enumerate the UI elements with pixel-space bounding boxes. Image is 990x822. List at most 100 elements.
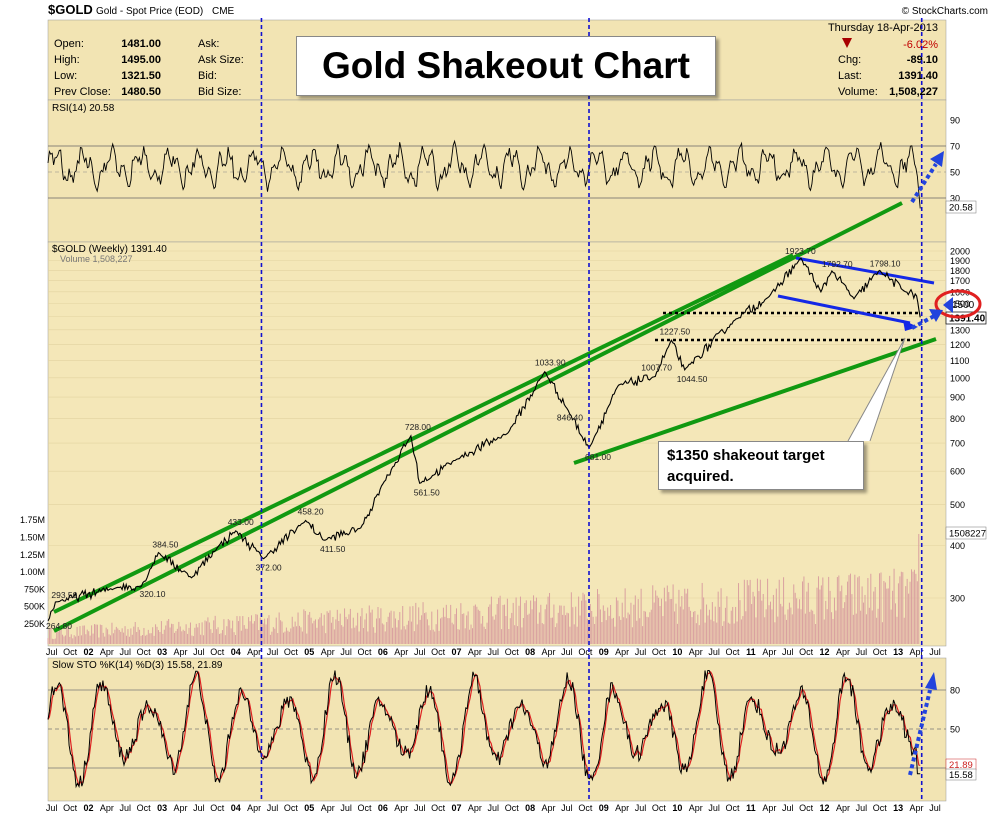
date-axis-label: Oct — [652, 803, 667, 813]
date-axis-label: 07 — [452, 647, 462, 657]
date-axis-label: 04 — [231, 803, 241, 813]
date-axis-label: Apr — [247, 647, 261, 657]
date-axis-label: 09 — [599, 647, 609, 657]
date-axis-label: Oct — [505, 803, 520, 813]
date-axis-label: Jul — [782, 803, 794, 813]
date-axis-label: Apr — [836, 803, 850, 813]
date-axis-label: Jul — [561, 647, 573, 657]
date-axis-label: 11 — [746, 647, 756, 657]
pivot-label: 1792.70 — [822, 259, 853, 269]
date-axis-bottom: Jul Oct 02 Apr Jul Oct 03 Apr Jul Oct 04 Apr Jul Oct 0… — [46, 803, 941, 813]
annotation-line-2: acquired. — [667, 468, 734, 485]
volume-tick-label: 1.75M — [20, 515, 45, 525]
rsi-group: 30 50 70 90 20.58 — [47, 116, 977, 214]
pivot-label: 1227.50 — [659, 326, 690, 336]
price-tick-label: 500 — [950, 500, 965, 510]
date-axis-label: Apr — [615, 647, 629, 657]
rsi-tick-label: 50 — [950, 168, 960, 178]
header-field-label: Open: — [54, 38, 84, 50]
price-tick-label: 600 — [950, 467, 965, 477]
rsi-tick-label: 70 — [950, 142, 960, 152]
date-axis-label: 12 — [820, 647, 830, 657]
rsi-label: RSI(14) 20.58 — [52, 103, 115, 114]
date-axis-label: Oct — [358, 647, 373, 657]
date-axis-label: Apr — [173, 647, 187, 657]
price-tick-label: 1900 — [950, 256, 970, 266]
date-text: Thursday 18-Apr-2013 — [828, 22, 938, 34]
volume-tick-label: 250K — [24, 619, 45, 629]
rsi-tick-label: 90 — [950, 116, 960, 126]
date-axis-label: 06 — [378, 647, 388, 657]
date-axis-label: Oct — [873, 803, 888, 813]
price-marker-icon — [943, 297, 953, 313]
date-axis-label: Apr — [321, 803, 335, 813]
pivot-label: 846.40 — [557, 412, 583, 422]
volume-label: Volume 1,508,227 — [60, 254, 133, 264]
change-pct: -6.02% — [903, 39, 938, 51]
date-axis-label: 02 — [83, 647, 93, 657]
header-field-label: Ask: — [198, 38, 219, 50]
date-axis-label: Jul — [929, 647, 941, 657]
rsi-line — [47, 139, 921, 209]
volume-tick-label: 1.50M — [20, 533, 45, 543]
date-axis-label: Jul — [708, 647, 720, 657]
header-field-value: 1480.50 — [121, 86, 161, 98]
date-axis-label: Oct — [137, 803, 152, 813]
pivot-label: 561.50 — [414, 487, 440, 497]
date-axis-label: 12 — [820, 803, 830, 813]
volume-tick-label: 1.00M — [20, 567, 45, 577]
date-axis-label: 13 — [893, 647, 903, 657]
pivot-label: 293.50 — [51, 590, 77, 600]
stochastic-k-label: 15.58 — [949, 770, 973, 781]
date-axis-label: 10 — [672, 803, 682, 813]
date-axis-label: Oct — [210, 803, 225, 813]
price-tick-label: 2000 — [950, 247, 970, 257]
channel-line — [795, 256, 935, 285]
price-tick-label: 700 — [950, 439, 965, 449]
stochastic-panel — [47, 657, 947, 802]
volume-tick-label: 500K — [24, 602, 45, 612]
rsi-tick-label: 30 — [950, 194, 960, 204]
header-field-label: Low: — [54, 70, 77, 82]
pivot-label: 1007.70 — [641, 362, 672, 372]
date-axis-label: Apr — [321, 647, 335, 657]
pivot-label: 728.00 — [405, 422, 431, 432]
price-tick-label: 800 — [950, 414, 965, 424]
date-axis-label: Oct — [726, 803, 741, 813]
price-tick-label: 1300 — [950, 325, 970, 335]
date-axis-label: Jul — [561, 803, 573, 813]
date-axis-label: 07 — [452, 803, 462, 813]
date-axis-label: Oct — [505, 647, 520, 657]
date-axis-label: Apr — [910, 647, 924, 657]
pivot-label: 372.00 — [256, 563, 282, 573]
header-field-label: Last: — [838, 70, 862, 82]
header-field-label: Bid Size: — [198, 86, 241, 98]
date-axis-label: Apr — [100, 647, 114, 657]
date-axis-label: Oct — [799, 803, 814, 813]
price-tick-label: 400 — [950, 541, 965, 551]
stochastic-arrow — [908, 689, 932, 776]
date-axis-label: Jul — [635, 803, 647, 813]
stochastic-tick-label: 50 — [950, 725, 960, 735]
date-axis-label: Apr — [836, 647, 850, 657]
date-axis-label: 06 — [378, 803, 388, 813]
date-axis-label: 13 — [893, 803, 903, 813]
pivot-label: 1798.10 — [870, 258, 901, 268]
date-axis-label: Jul — [120, 647, 132, 657]
date-axis-label: Oct — [652, 647, 667, 657]
date-axis-label: Apr — [247, 803, 261, 813]
stochastic-tick-label: 80 — [950, 686, 960, 696]
date-axis-label: Apr — [689, 647, 703, 657]
volume-tick-label: 1.25M — [20, 550, 45, 560]
price-label: $GOLD (Weekly) 1391.40 — [52, 244, 167, 255]
date-axis-label: Apr — [762, 647, 776, 657]
last-price-label: 1391.40 — [949, 314, 986, 325]
date-axis-label: Jul — [193, 647, 205, 657]
date-axis-label: Oct — [358, 803, 373, 813]
date-axis-label: Apr — [689, 803, 703, 813]
header-field-label: Ask Size: — [198, 54, 244, 66]
header-left-fields: Open: 1481.00 High: 1495.00 Low: 1321.50 Prev … — [54, 38, 161, 98]
date-axis-label: Oct — [137, 647, 152, 657]
header-field-label: Prev Close: — [54, 86, 111, 98]
